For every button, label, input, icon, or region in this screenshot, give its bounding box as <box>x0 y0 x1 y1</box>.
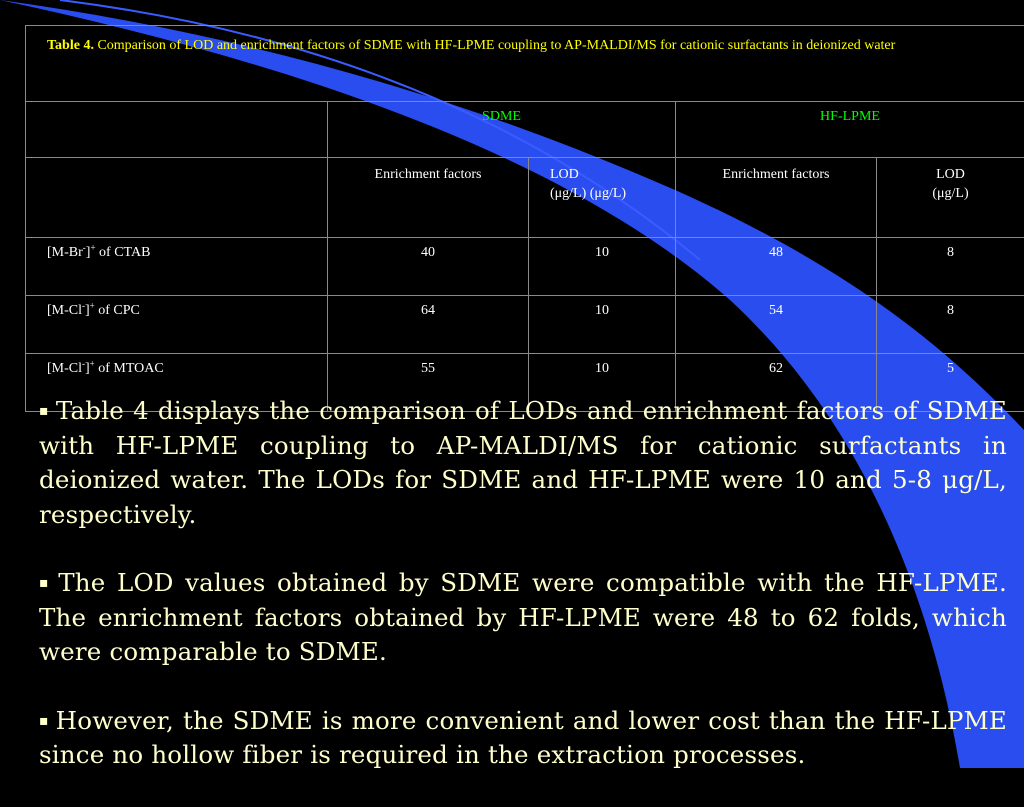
cell-hf-ef: 48 <box>676 238 877 296</box>
analyte-name: of CTAB <box>96 245 151 260</box>
col-header-hf-lod-line1: LOD <box>936 167 965 182</box>
cell-sdme-lod: 10 <box>529 238 676 296</box>
col-header-sdme-enrichment: Enrichment factors <box>328 158 529 238</box>
table-caption-text: Comparison of LOD and enrichment factors… <box>97 38 895 53</box>
bullet-paragraph: ▪However, the SDME is more convenient an… <box>39 704 1007 773</box>
col-header-sdme-lod-line1: LOD <box>550 167 579 182</box>
col-header-sdme-lod: LOD (μg/L) (μg/L) <box>529 158 676 238</box>
cell-hf-ef: 54 <box>676 296 877 354</box>
col-header-sdme-lod-line2: (μg/L) (μg/L) <box>550 186 626 201</box>
row-analyte: [M-Br-]+ of CTAB <box>26 238 328 296</box>
table-caption-label: Table 4. <box>47 38 94 53</box>
table-row: [M-Br-]+ of CTAB 40 10 48 8 <box>26 238 1024 296</box>
analyte-ion: [M-Br <box>47 245 83 260</box>
analyte-name: of CPC <box>95 303 140 318</box>
cell-sdme-ef: 64 <box>328 296 529 354</box>
row-analyte: [M-Cl-]+ of CPC <box>26 296 328 354</box>
bullet-icon: ▪ <box>39 713 50 729</box>
comparison-table: Table 4. Comparison of LOD and enrichmen… <box>25 25 1024 412</box>
bullet-text: The LOD values obtained by SDME were com… <box>39 568 1007 666</box>
bullet-text: However, the SDME is more convenient and… <box>39 706 1007 770</box>
table-caption: Table 4. Comparison of LOD and enrichmen… <box>26 26 1024 102</box>
bullet-list: ▪Table 4 displays the comparison of LODs… <box>39 394 1007 807</box>
group-header-sdme: SDME <box>328 102 676 158</box>
bullet-paragraph: ▪Table 4 displays the comparison of LODs… <box>39 394 1007 532</box>
col-header-hf-lod: LOD (μg/L) <box>877 158 1024 238</box>
group-header-hf-lpme: HF-LPME <box>676 102 1024 158</box>
analyte-ion: [M-Cl <box>47 361 82 376</box>
empty-corner-cell <box>26 102 328 158</box>
analyte-ion: [M-Cl <box>47 303 82 318</box>
cell-hf-lod: 8 <box>877 296 1024 354</box>
bullet-icon: ▪ <box>39 575 52 591</box>
col-header-hf-enrichment: Enrichment factors <box>676 158 877 238</box>
bullet-icon: ▪ <box>39 403 50 419</box>
analyte-name: of MTOAC <box>95 361 164 376</box>
bullet-paragraph: ▪The LOD values obtained by SDME were co… <box>39 566 1007 670</box>
table-row: [M-Cl-]+ of CPC 64 10 54 8 <box>26 296 1024 354</box>
bullet-text: Table 4 displays the comparison of LODs … <box>39 396 1007 529</box>
empty-header-cell <box>26 158 328 238</box>
cell-sdme-ef: 40 <box>328 238 529 296</box>
cell-sdme-lod: 10 <box>529 296 676 354</box>
cell-hf-lod: 8 <box>877 238 1024 296</box>
col-header-hf-lod-line2: (μg/L) <box>932 186 968 201</box>
